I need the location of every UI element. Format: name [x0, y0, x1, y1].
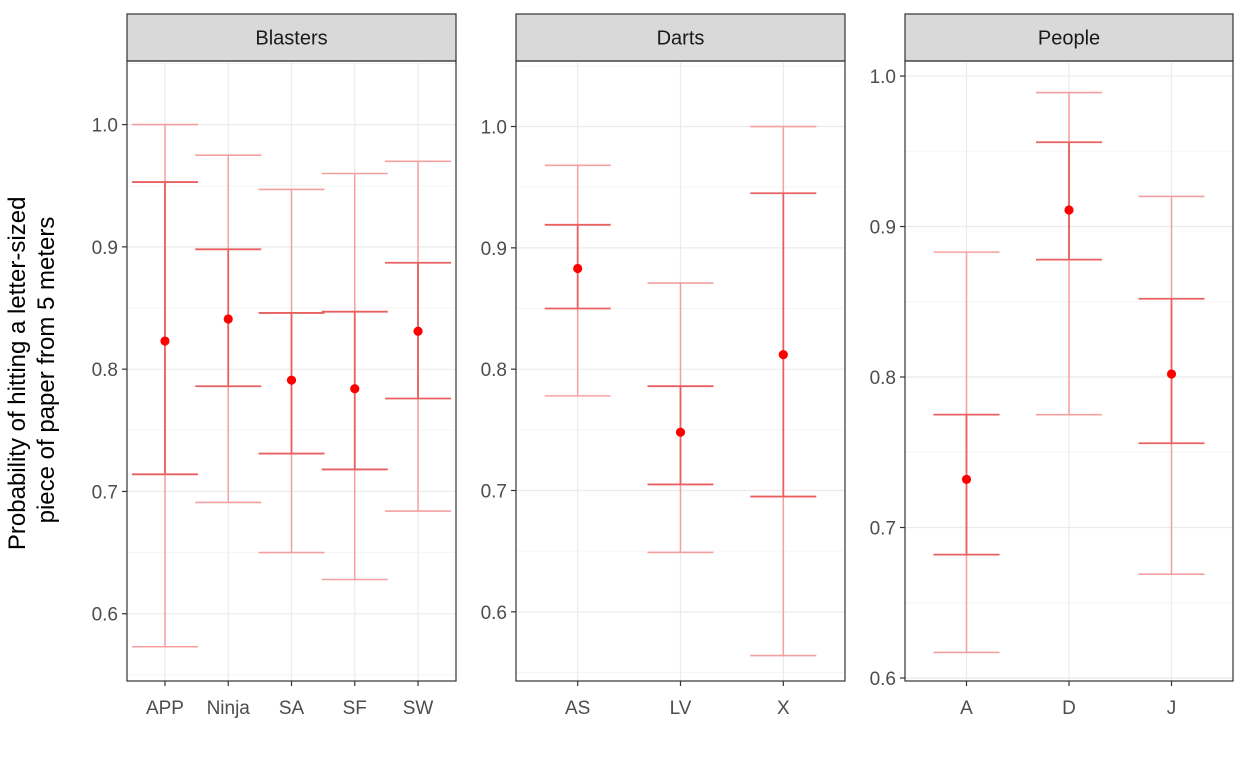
- point-estimate: [778, 350, 788, 360]
- panels: Blasters 0.6 0.7 0.8 0.9 1.0 APP Ninja SA SF SW Dar…: [92, 13, 1234, 719]
- errorbar-lv: [647, 282, 714, 554]
- point-estimate: [573, 263, 583, 274]
- errorbar-as: [544, 164, 611, 397]
- x-tick-label: D: [1062, 698, 1076, 719]
- y-tick-label: 0.7: [481, 482, 507, 503]
- point-estimate: [675, 427, 686, 437]
- y-tick-label: 0.9: [481, 239, 507, 260]
- x-tick-label: AS: [565, 698, 590, 719]
- x-tick-label: A: [960, 698, 973, 719]
- y-tick-label: 1.0: [481, 118, 507, 139]
- errorbar-ninja: [195, 154, 262, 504]
- x-tick-label: SA: [279, 698, 305, 719]
- errorbar-j: [1138, 195, 1205, 575]
- strip-background: [904, 13, 1234, 62]
- x-tick-label: X: [777, 698, 790, 719]
- point-estimate: [1064, 205, 1074, 215]
- panel-darts: Darts 0.6 0.7 0.8 0.9 1.0 AS LV X: [481, 13, 846, 719]
- point-estimate: [413, 326, 423, 336]
- x-tick-label: LV: [670, 698, 692, 719]
- errorbar-sa: [258, 188, 325, 554]
- y-tick-label: 0.6: [92, 605, 118, 626]
- y-tick-label: 0.7: [92, 482, 118, 503]
- y-axis-title: Probability of hitting a letter-sized pi…: [4, 190, 60, 550]
- y-tick-label: 0.8: [481, 360, 507, 381]
- y-tick-label: 1.0: [92, 116, 118, 137]
- point-estimate: [160, 336, 170, 346]
- x-tick-label: J: [1167, 698, 1177, 719]
- strip-label: Blasters: [255, 28, 327, 50]
- y-tick-label: 0.9: [92, 238, 118, 259]
- point-estimate: [223, 314, 233, 324]
- panel-people: People 0.6 0.7 0.8 0.9 1.0 A D J: [870, 13, 1234, 719]
- y-tick-label: 0.6: [870, 669, 896, 690]
- x-tick-label: SW: [403, 698, 434, 719]
- errorbar-x: [750, 125, 817, 657]
- errorbar-sf: [321, 172, 388, 581]
- y-tick-label: 1.0: [870, 67, 896, 88]
- point-estimate: [1166, 369, 1177, 379]
- y-tick-label: 0.7: [870, 519, 896, 540]
- errorbar-a: [933, 251, 1000, 654]
- x-tick-label: SF: [343, 698, 367, 719]
- point-estimate: [286, 375, 297, 385]
- y-tick-label: 0.8: [870, 368, 896, 389]
- point-estimate: [961, 474, 972, 484]
- y-tick-label: 0.8: [92, 360, 118, 381]
- errorbar-sw: [385, 160, 452, 512]
- y-axis-title-line-2: piece of paper from 5 meters: [33, 217, 60, 524]
- strip-background: [515, 13, 846, 62]
- errorbar-app: [131, 123, 198, 648]
- x-tick-label: Ninja: [207, 698, 251, 719]
- point-estimate: [350, 384, 360, 394]
- x-tick-label: APP: [146, 698, 184, 719]
- y-tick-label: 0.6: [481, 603, 507, 624]
- panel-blasters: Blasters 0.6 0.7 0.8 0.9 1.0 APP Ninja SA SF SW: [92, 13, 457, 719]
- strip-label: Darts: [657, 28, 705, 50]
- strip-label: People: [1038, 28, 1100, 50]
- y-tick-label: 0.9: [870, 218, 896, 239]
- y-axis-title-line-1: Probability of hitting a letter-sized: [4, 197, 31, 551]
- errorbar-d: [1036, 91, 1102, 416]
